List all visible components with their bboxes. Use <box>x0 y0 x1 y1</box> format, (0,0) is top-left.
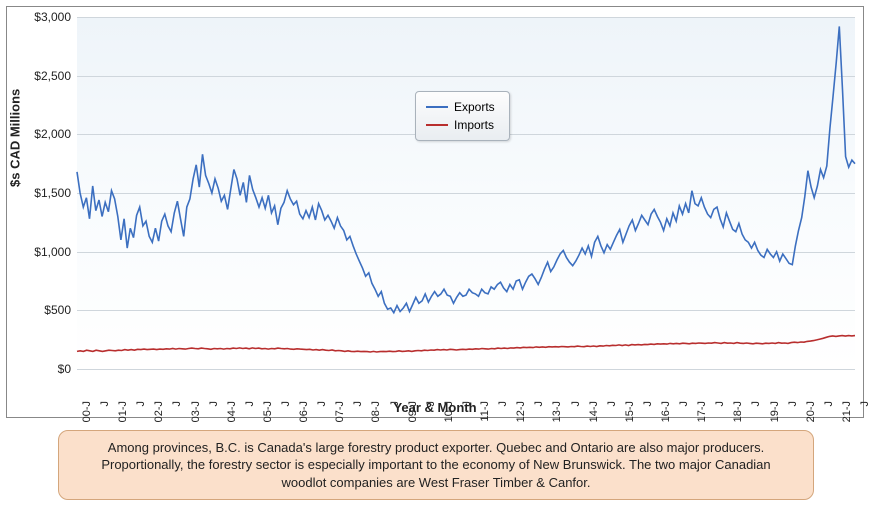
legend-item-exports: Exports <box>426 98 495 116</box>
x-axis-title: Year & Month <box>393 400 476 415</box>
x-tick-label: J <box>316 401 328 407</box>
x-tick-label: J <box>787 401 799 407</box>
x-tick-label: J <box>280 401 292 407</box>
x-tick-label: J <box>750 401 762 407</box>
x-tick-label: 11-J <box>479 401 491 422</box>
x-tick-label: J <box>497 401 509 407</box>
legend-swatch-exports <box>426 106 448 108</box>
x-tick-label: J <box>678 401 690 407</box>
y-tick-label: $1,000 <box>11 245 71 259</box>
x-tick-label: 14-J <box>588 401 600 422</box>
x-tick-label: J <box>570 401 582 407</box>
x-tick-label: 01-J <box>117 401 129 422</box>
x-tick-label: 13-J <box>551 401 563 422</box>
x-tick-label: 16-J <box>660 401 672 422</box>
chart-container: $s CAD Millions $0$500$1,000$1,500$2,000… <box>6 6 864 418</box>
x-tick-label: 20-J <box>805 401 817 422</box>
x-tick-label: 21-J <box>841 401 853 422</box>
caption-box: Among provinces, B.C. is Canada's large … <box>58 430 814 500</box>
legend-swatch-imports <box>426 124 448 126</box>
plot-area <box>77 17 855 369</box>
x-tick-label: 02-J <box>153 401 165 422</box>
x-tick-label: J <box>714 401 726 407</box>
x-tick-label: J <box>642 401 654 407</box>
x-tick-label: J <box>352 401 364 407</box>
legend-item-imports: Imports <box>426 116 495 134</box>
x-tick-label: J <box>171 401 183 407</box>
x-tick-label: 05-J <box>262 401 274 422</box>
x-tick-label: J <box>99 401 111 407</box>
x-tick-label: 07-J <box>334 401 346 422</box>
x-tick-label: J <box>208 401 220 407</box>
x-tick-label: J <box>859 401 870 407</box>
legend: Exports Imports <box>415 91 510 141</box>
x-tick-label: 08-J <box>370 401 382 422</box>
x-tick-label: 04-J <box>226 401 238 422</box>
x-tick-label: 15-J <box>624 401 636 422</box>
x-tick-label: J <box>533 401 545 407</box>
x-tick-label: 06-J <box>298 401 310 422</box>
y-tick-label: $2,000 <box>11 127 71 141</box>
x-tick-label: J <box>606 401 618 407</box>
caption-text: Among provinces, B.C. is Canada's large … <box>79 439 793 492</box>
chart-lines <box>77 17 855 369</box>
exports-series <box>77 26 855 312</box>
y-tick-label: $1,500 <box>11 186 71 200</box>
y-tick-label: $500 <box>11 303 71 317</box>
x-tick-label: 17-J <box>696 401 708 422</box>
x-tick-label: J <box>823 401 835 407</box>
imports-series <box>77 336 855 352</box>
y-tick-label: $3,000 <box>11 10 71 24</box>
x-tick-label: 18-J <box>732 401 744 422</box>
legend-label-exports: Exports <box>454 100 495 114</box>
x-tick-label: 19-J <box>769 401 781 422</box>
x-tick-label: J <box>244 401 256 407</box>
x-tick-label: J <box>135 401 147 407</box>
x-tick-label: 12-J <box>515 401 527 422</box>
y-tick-label: $2,500 <box>11 69 71 83</box>
x-tick-label: 03-J <box>190 401 202 422</box>
legend-label-imports: Imports <box>454 118 494 132</box>
x-tick-label: 00-J <box>81 401 93 422</box>
y-tick-label: $0 <box>11 362 71 376</box>
gridline <box>77 369 855 370</box>
